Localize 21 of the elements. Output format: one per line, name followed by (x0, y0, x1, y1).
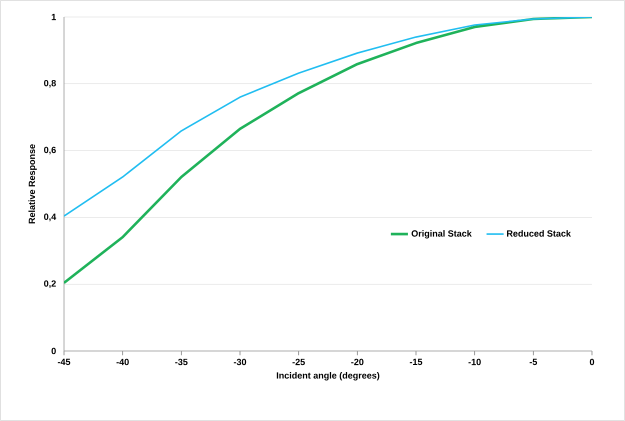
legend-label: Original Stack (412, 230, 472, 239)
y-tick-label: 0,8 (44, 80, 56, 88)
x-tick-label: -25 (292, 358, 305, 366)
y-tick-label: 0,2 (44, 280, 56, 288)
y-tick-label: 0 (52, 348, 56, 354)
x-tick-label: -35 (175, 358, 188, 366)
y-axis-title: Relative Response (28, 144, 37, 224)
x-tick-label: -10 (468, 358, 481, 366)
line-series (64, 16, 592, 217)
x-axis-title: Incident angle (degrees) (276, 372, 380, 380)
x-tick-label: -30 (234, 358, 246, 366)
x-tick-label: -15 (410, 358, 422, 366)
x-tick-label: 0 (590, 358, 594, 366)
y-tick-label: 0,4 (44, 214, 56, 222)
x-tick-label: -20 (351, 358, 364, 366)
y-tick-label: 1 (52, 14, 56, 20)
x-tick-label: -45 (58, 358, 70, 366)
x-tick-label: -40 (116, 358, 129, 366)
y-tick-label: 0,6 (44, 146, 56, 154)
legend-label: Reduced Stack (507, 230, 571, 237)
x-tick-label: -5 (530, 358, 538, 366)
